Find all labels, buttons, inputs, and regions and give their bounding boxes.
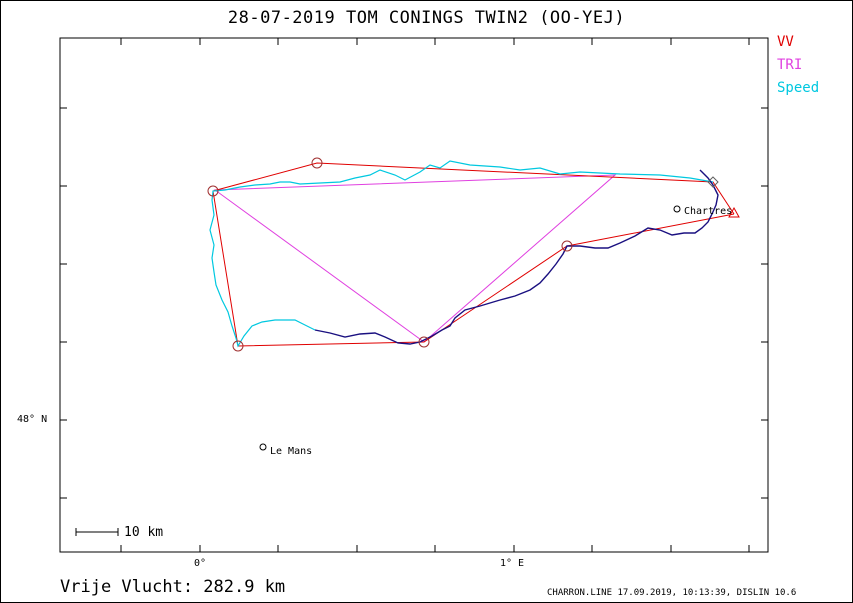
place-label-le-mans: Le Mans bbox=[270, 446, 313, 457]
program-info: CHARRON.LINE 17.09.2019, 10:13:39, DISLI… bbox=[547, 588, 797, 598]
finish-marker bbox=[707, 176, 719, 188]
turnpoint-4 bbox=[418, 336, 430, 348]
le-mans-marker bbox=[259, 443, 267, 451]
scale-bar-label: 10 km bbox=[124, 525, 164, 540]
turnpoint-3 bbox=[232, 340, 244, 352]
x-ticks bbox=[120, 38, 750, 552]
place-label-chartres: Chartres bbox=[684, 206, 733, 217]
turnpoints bbox=[207, 157, 573, 352]
turnpoint-1 bbox=[311, 157, 323, 169]
tri-triangle bbox=[213, 174, 617, 343]
legend-tri: TRI bbox=[777, 57, 803, 73]
turnpoint-2 bbox=[207, 185, 219, 197]
lon-label-0: 0° bbox=[194, 558, 207, 569]
flight-track bbox=[314, 169, 719, 345]
turnpoint-5 bbox=[561, 240, 573, 252]
start-marker bbox=[728, 206, 740, 218]
free-flight-distance: Vrije Vlucht: 282.9 km bbox=[60, 577, 286, 597]
chartres-marker bbox=[673, 205, 681, 213]
lon-label-1e: 1° E bbox=[500, 558, 525, 569]
y-ticks bbox=[60, 107, 768, 499]
flight-title: 28-07-2019 TOM CONINGS TWIN2 (OO-YEJ) bbox=[227, 8, 626, 28]
legend-speed: Speed bbox=[777, 80, 820, 96]
vv-route bbox=[212, 162, 735, 347]
speed-track bbox=[209, 160, 714, 348]
legend-vv: VV bbox=[777, 34, 794, 50]
lat-label-48n: 48° N bbox=[17, 414, 48, 425]
scale-bar bbox=[75, 528, 119, 536]
plot-area bbox=[59, 37, 769, 553]
